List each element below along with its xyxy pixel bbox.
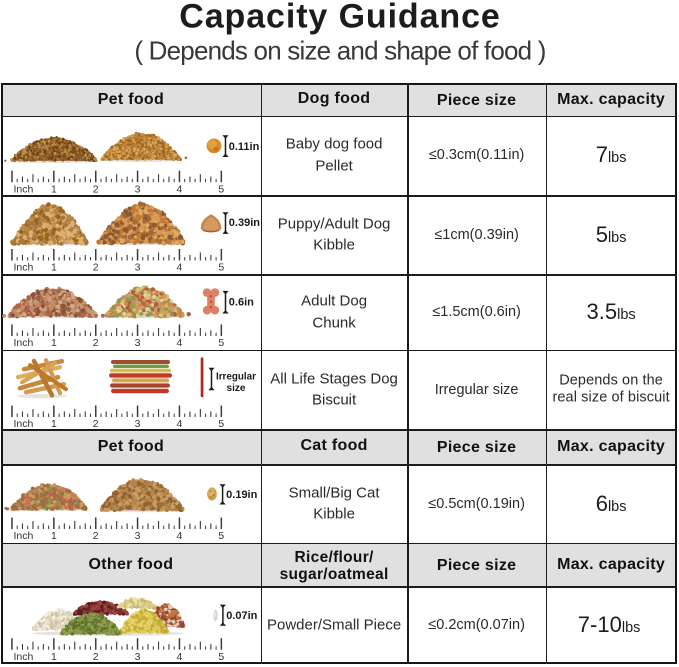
svg-text:5: 5 — [218, 184, 224, 195]
svg-text:size: size — [226, 383, 245, 394]
svg-text:3: 3 — [135, 337, 141, 349]
svg-text:Inch: Inch — [14, 531, 34, 542]
svg-text:3: 3 — [135, 262, 141, 274]
svg-text:1: 1 — [51, 419, 57, 429]
svg-text:5: 5 — [218, 262, 224, 274]
svg-text:5: 5 — [218, 419, 224, 429]
svg-text:Inch: Inch — [14, 337, 34, 349]
svg-text:0.19in: 0.19in — [226, 489, 257, 501]
svg-text:3: 3 — [135, 531, 141, 542]
svg-text:5: 5 — [218, 337, 224, 349]
svg-text:1: 1 — [51, 262, 57, 274]
svg-text:3: 3 — [135, 419, 141, 429]
svg-text:2: 2 — [93, 184, 99, 195]
svg-text:1: 1 — [51, 337, 57, 349]
svg-text:4: 4 — [176, 262, 182, 274]
svg-text:2: 2 — [93, 337, 99, 349]
svg-text:1: 1 — [51, 531, 57, 542]
svg-text:3: 3 — [135, 184, 141, 195]
svg-text:5: 5 — [218, 531, 224, 542]
svg-text:Irregular: Irregular — [216, 371, 256, 382]
svg-text:4: 4 — [176, 337, 182, 349]
svg-text:0.11in: 0.11in — [229, 141, 260, 153]
svg-text:0.39in: 0.39in — [229, 217, 260, 229]
svg-text:2: 2 — [93, 531, 99, 542]
svg-text:0.6in: 0.6in — [229, 297, 254, 309]
svg-text:2: 2 — [93, 262, 99, 274]
svg-text:Inch: Inch — [14, 419, 34, 429]
svg-text:Inch: Inch — [14, 262, 34, 274]
svg-text:4: 4 — [176, 184, 182, 195]
svg-text:2: 2 — [93, 419, 99, 429]
svg-text:4: 4 — [176, 419, 182, 429]
svg-text:Inch: Inch — [14, 184, 34, 195]
svg-text:1: 1 — [51, 184, 57, 195]
svg-text:4: 4 — [176, 531, 182, 542]
